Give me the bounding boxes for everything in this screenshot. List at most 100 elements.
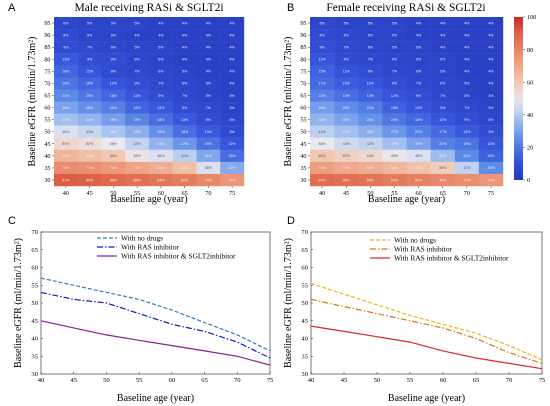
cell-label: 9% <box>158 94 164 98</box>
cell-label: 11% <box>343 70 351 74</box>
cell-label: 4% <box>464 45 470 49</box>
cell-label: 4% <box>488 58 494 62</box>
cell-label: 4% <box>158 33 164 37</box>
cell-label: 6% <box>368 45 374 49</box>
cell-label: 65% <box>391 166 399 170</box>
cell-label: 16% <box>86 82 94 86</box>
x-tick-label: 55 <box>407 377 414 384</box>
heatmap-cell <box>77 65 102 78</box>
y-tick-label: 70 <box>31 229 38 236</box>
heatmap-cell <box>125 65 150 78</box>
cell-label: 42% <box>367 142 375 146</box>
x-tick-label: 75 <box>229 190 235 197</box>
cell-label: 6% <box>392 58 398 62</box>
colorbar: 0 20 40 60 80 100 <box>514 14 536 184</box>
cell-label: 12% <box>318 58 326 62</box>
panel-title: Female receiving RASi & SGLT2i <box>326 2 485 14</box>
cell-label: 8% <box>111 70 117 74</box>
heatmap-cell <box>358 137 383 150</box>
cell-label: 68% <box>367 166 375 170</box>
heatmap-cell <box>77 77 102 90</box>
heatmap-cell <box>478 53 504 66</box>
y-tick-label: 70 <box>44 80 50 87</box>
cell-label: 71% <box>134 166 142 170</box>
cell-label: 58% <box>439 166 447 170</box>
heatmap-cell <box>172 17 197 30</box>
cell-label: 26% <box>157 130 165 134</box>
heatmap-cell <box>125 161 150 175</box>
heatmap-cell <box>310 17 335 30</box>
cell-label: 12% <box>86 70 94 74</box>
heatmap-cell <box>430 17 455 30</box>
cell-label: 16% <box>134 106 142 110</box>
panel-title: Male receiving RASi & SGLT2i <box>74 2 223 14</box>
cell-label: 7% <box>87 45 93 49</box>
x-tick-label: 60 <box>158 190 164 197</box>
cell-label: 18% <box>343 94 351 98</box>
cell-label: 34% <box>318 118 326 122</box>
cell-label: 15% <box>367 94 375 98</box>
heatmap-cell <box>125 41 150 54</box>
series-line-3 <box>310 325 543 370</box>
cell-label: 19% <box>463 142 471 146</box>
series-line-1 <box>310 282 543 361</box>
cell-label: 5% <box>158 45 164 49</box>
cell-label: 6% <box>182 82 188 86</box>
x-tick-label: 40 <box>38 377 45 384</box>
cell-label: 27% <box>391 130 399 134</box>
heatmap-cell <box>101 137 126 150</box>
cell-label: 6% <box>416 70 422 74</box>
heatmap-cell <box>149 65 173 78</box>
cell-label: 77% <box>86 166 94 170</box>
cell-label: 6% <box>440 82 446 86</box>
cell-label: 14% <box>343 82 351 86</box>
cell-label: 54% <box>62 142 70 146</box>
cell-label: 5% <box>206 94 212 98</box>
heatmap-cell <box>430 125 455 138</box>
y-tick-label: 60 <box>31 265 38 272</box>
cell-label: 25% <box>487 166 495 170</box>
cell-label: 8% <box>63 33 69 37</box>
cell-label: 79% <box>205 178 213 182</box>
y-tick-label: 40 <box>44 153 50 160</box>
heatmap-cell <box>149 77 173 90</box>
y-tick-label: 45 <box>31 318 38 325</box>
panel-letter: B <box>287 2 294 14</box>
heatmap-cell <box>430 65 455 78</box>
heatmap-cell <box>454 161 480 175</box>
heatmap-cell <box>196 53 221 66</box>
heatmap-cell <box>358 65 383 78</box>
y-tick-label: 35 <box>300 165 306 172</box>
heatmap-cell <box>382 17 407 30</box>
cell-label: 4% <box>440 33 446 37</box>
cell-label: 19% <box>205 142 213 146</box>
heatmap-cell <box>310 137 335 150</box>
heatmap-cell <box>54 77 78 90</box>
cell-label: 8% <box>344 58 350 62</box>
cell-label: 31% <box>205 154 213 158</box>
y-tick-label: 90 <box>300 32 306 39</box>
cell-label: 13% <box>463 130 471 134</box>
heatmap-cell <box>358 173 383 187</box>
heatmap-cell <box>54 53 78 66</box>
heatmap-cell <box>149 137 173 150</box>
heatmap-panel-a: A Male receiving RASi & SGLT2i 6% 5% 5% 5% 4% 4… <box>8 2 245 205</box>
y-axis-label: Baseline eGFR (ml/min/1.73m²) <box>13 238 24 368</box>
x-tick-label: 75 <box>267 377 274 384</box>
heatmap-cell <box>334 65 359 78</box>
panel-letter: A <box>8 2 16 14</box>
y-tick-label: 65 <box>31 247 38 254</box>
y-tick-label: 35 <box>31 353 38 360</box>
y-tick-label: 95 <box>300 20 306 27</box>
y-tick-label: 35 <box>44 165 50 172</box>
cell-label: 24% <box>62 94 70 98</box>
heatmap-cell <box>406 89 431 102</box>
heatmap-cell <box>334 89 359 102</box>
heatmap-cell <box>149 89 173 102</box>
heatmap-cell <box>101 89 126 102</box>
cell-label: 5% <box>464 82 470 86</box>
cell-label: 30% <box>62 106 70 110</box>
cell-label: 6% <box>230 118 236 122</box>
cell-label: 7% <box>464 106 470 110</box>
x-tick-label: 45 <box>341 377 348 384</box>
